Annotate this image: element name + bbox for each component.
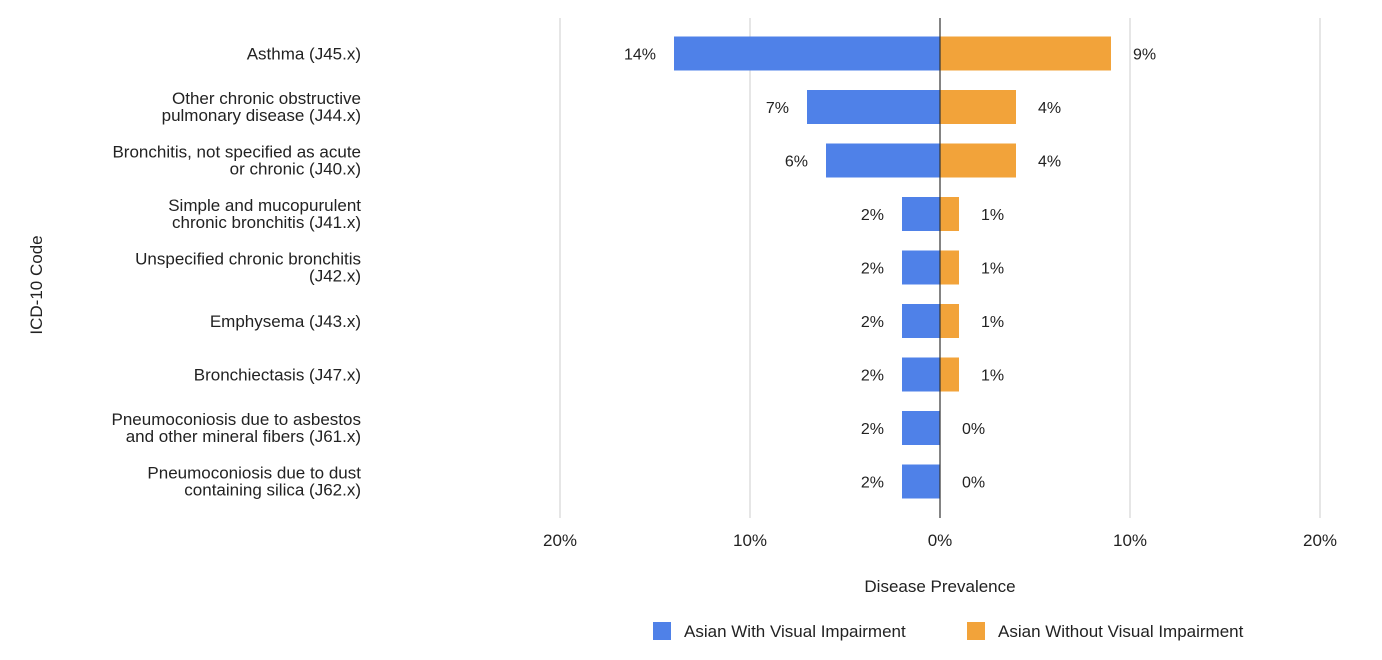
data-label-without-impairment: 0% bbox=[962, 475, 985, 492]
category-label-line: chronic bronchitis (J41.x) bbox=[172, 213, 361, 232]
category-label-line: Pneumoconiosis due to asbestos bbox=[112, 410, 362, 429]
x-tick-label: 10% bbox=[733, 531, 767, 550]
category-label-line: Other chronic obstructive bbox=[172, 89, 361, 108]
bars bbox=[674, 36, 1111, 499]
bar-with-impairment bbox=[902, 250, 940, 285]
data-label-with-impairment: 2% bbox=[861, 207, 884, 224]
data-label-without-impairment: 1% bbox=[981, 207, 1004, 224]
bar-without-impairment bbox=[940, 250, 959, 285]
data-label-without-impairment: 1% bbox=[981, 368, 1004, 385]
bar-with-impairment bbox=[807, 90, 940, 124]
x-tick-label: 20% bbox=[1303, 531, 1337, 550]
data-label-without-impairment: 9% bbox=[1133, 47, 1156, 64]
category-labels: Asthma (J45.x) Other chronic obstructive p… bbox=[112, 45, 362, 500]
bar-with-impairment bbox=[902, 411, 940, 445]
data-label-with-impairment: 2% bbox=[861, 314, 884, 331]
category-label: Simple and mucopurulent chronic bronchiti… bbox=[168, 196, 361, 232]
category-label-line: and other mineral fibers (J61.x) bbox=[126, 427, 361, 446]
category-label-line: containing silica (J62.x) bbox=[184, 481, 361, 500]
bar-with-impairment bbox=[902, 357, 940, 392]
data-label-with-impairment: 6% bbox=[785, 154, 808, 171]
data-labels: 14% 9% 7% 4% 6% 4% 2% 1% 2% 1% 2% 1% 2% 1% 2% 0% 2% 0% bbox=[624, 47, 1156, 492]
category-label-line: Pneumoconiosis due to dust bbox=[147, 464, 361, 483]
bar-with-impairment bbox=[674, 36, 940, 71]
x-tick-label: 10% bbox=[1113, 531, 1147, 550]
bar-without-impairment bbox=[940, 90, 1016, 124]
category-label: Bronchitis, not specified as acute or chr… bbox=[112, 143, 361, 179]
bar-without-impairment bbox=[940, 357, 959, 392]
data-label-with-impairment: 2% bbox=[861, 261, 884, 278]
data-label-without-impairment: 0% bbox=[962, 421, 985, 438]
category-label: Other chronic obstructive pulmonary disea… bbox=[162, 89, 361, 125]
data-label-without-impairment: 1% bbox=[981, 261, 1004, 278]
bar-without-impairment bbox=[940, 304, 959, 338]
data-label-without-impairment: 4% bbox=[1038, 100, 1061, 117]
bar-without-impairment bbox=[940, 143, 1016, 178]
legend-swatch bbox=[653, 622, 671, 640]
category-label-line: (J42.x) bbox=[309, 267, 361, 286]
legend-label: Asian Without Visual Impairment bbox=[998, 622, 1244, 641]
bar-with-impairment bbox=[902, 464, 940, 499]
gridlines bbox=[559, 18, 1321, 518]
category-label-line: Asthma (J45.x) bbox=[247, 45, 361, 64]
data-label-with-impairment: 2% bbox=[861, 421, 884, 438]
bar-without-impairment bbox=[940, 36, 1111, 71]
data-label-with-impairment: 2% bbox=[861, 368, 884, 385]
bar-without-impairment bbox=[940, 197, 959, 231]
data-label-with-impairment: 2% bbox=[861, 475, 884, 492]
y-axis-title: ICD-10 Code bbox=[27, 235, 46, 334]
bar-with-impairment bbox=[902, 197, 940, 231]
category-label: Emphysema (J43.x) bbox=[210, 312, 361, 331]
category-label: Pneumoconiosis due to asbestos and other … bbox=[112, 410, 362, 446]
x-tick-label: 20% bbox=[543, 531, 577, 550]
category-label: Pneumoconiosis due to dust containing sil… bbox=[147, 464, 361, 500]
category-label-line: Bronchiectasis (J47.x) bbox=[194, 366, 361, 385]
category-label-line: Bronchitis, not specified as acute bbox=[112, 143, 361, 162]
x-tick-label: 0% bbox=[928, 531, 953, 550]
data-label-without-impairment: 4% bbox=[1038, 154, 1061, 171]
data-label-with-impairment: 7% bbox=[766, 100, 789, 117]
category-label-line: or chronic (J40.x) bbox=[230, 160, 361, 179]
x-axis-title: Disease Prevalence bbox=[864, 577, 1015, 596]
bar-with-impairment bbox=[826, 143, 940, 178]
bar-with-impairment bbox=[902, 304, 940, 338]
category-label-line: Unspecified chronic bronchitis bbox=[135, 250, 361, 269]
category-label: Unspecified chronic bronchitis (J42.x) bbox=[135, 250, 361, 286]
legend-label: Asian With Visual Impairment bbox=[684, 622, 906, 641]
data-label-with-impairment: 14% bbox=[624, 47, 656, 64]
category-label-line: Simple and mucopurulent bbox=[168, 196, 361, 215]
category-label-line: pulmonary disease (J44.x) bbox=[162, 106, 361, 125]
category-label: Bronchiectasis (J47.x) bbox=[194, 366, 361, 385]
category-label-line: Emphysema (J43.x) bbox=[210, 312, 361, 331]
data-label-without-impairment: 1% bbox=[981, 314, 1004, 331]
category-label: Asthma (J45.x) bbox=[247, 45, 361, 64]
legend-swatch bbox=[967, 622, 985, 640]
legend: Asian With Visual Impairment Asian Withou… bbox=[653, 622, 1244, 641]
x-tick-labels: 20% 10% 0% 10% 20% bbox=[543, 531, 1337, 550]
